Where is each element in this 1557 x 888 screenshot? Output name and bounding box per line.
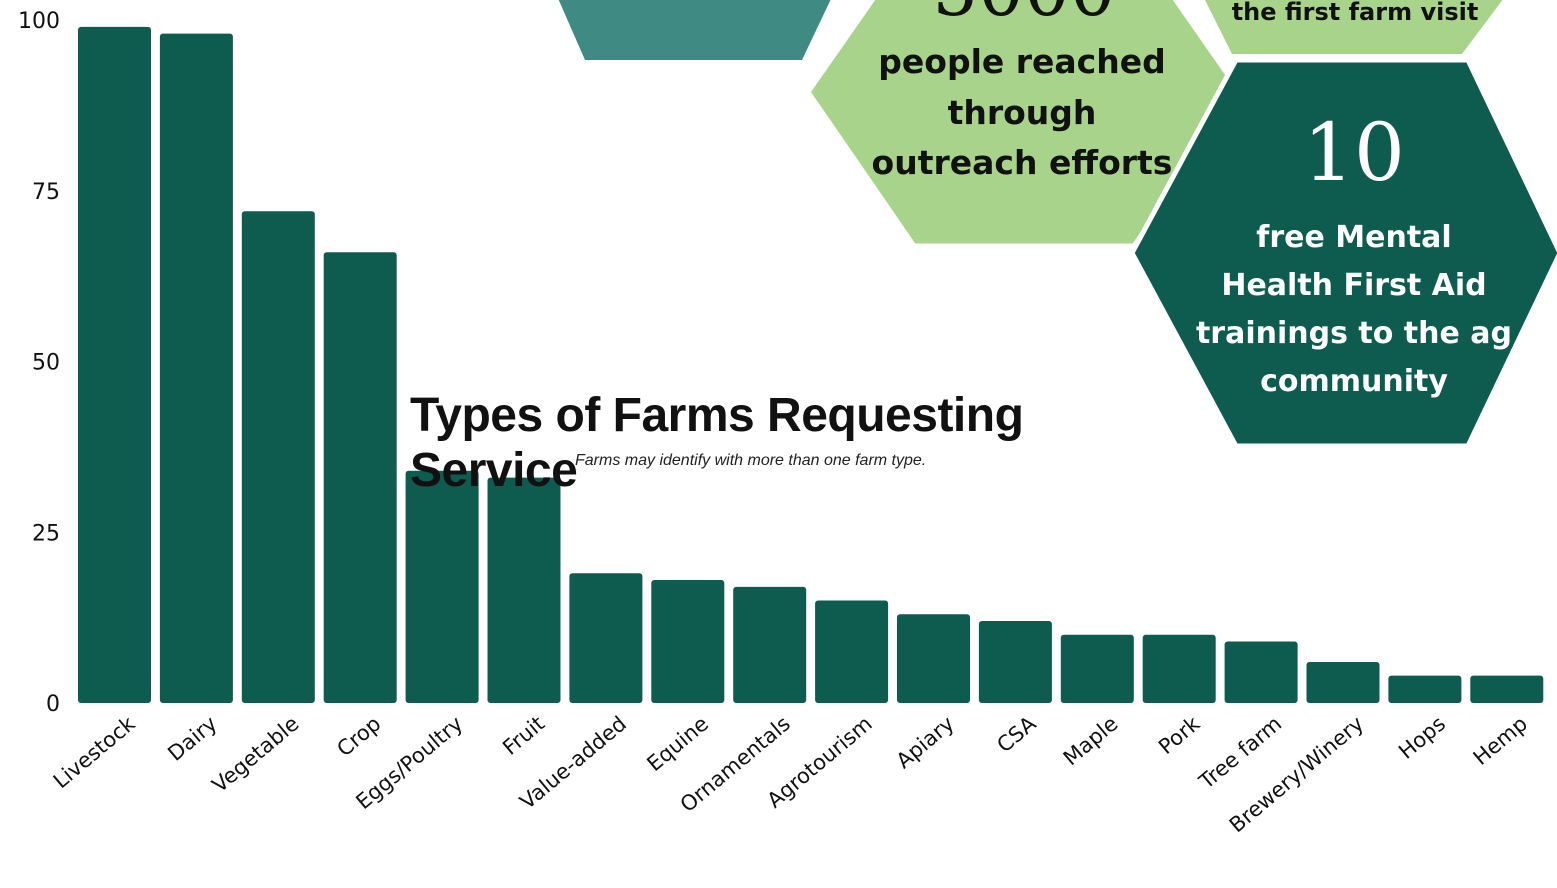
x-tick-label: Fruit [498, 711, 549, 759]
chart-subtitle: Farms may identify with more than one fa… [575, 452, 927, 469]
x-tick-label: Crop [332, 711, 385, 761]
reached-label-2: through [947, 93, 1097, 132]
trainings-label-1: free Mental [1256, 220, 1452, 255]
x-tick-label: Dairy [163, 711, 221, 765]
x-tick-label: Maple [1059, 711, 1123, 770]
trainings-hexagon: 10 free Mental Health First Aid training… [1128, 58, 1557, 450]
bar [78, 26, 151, 703]
trainings-label-3: trainings to the ag [1195, 316, 1513, 351]
trainings-label-4: community [1260, 364, 1448, 399]
bar [651, 580, 725, 703]
x-tick-label: Pork [1154, 711, 1205, 759]
y-tick-label: 0 [46, 692, 60, 717]
y-tick-label: 100 [18, 9, 60, 34]
bar [569, 573, 643, 703]
x-tick-label: Apiary [892, 711, 959, 773]
bar [159, 33, 233, 704]
chart-title: Types of Farms Requesting Service [410, 389, 1024, 497]
farm-visit-label: the first farm visit [1231, 0, 1479, 26]
bar [897, 614, 970, 703]
chart-bars [78, 26, 1544, 704]
bar [1224, 641, 1298, 703]
x-tick-label: Livestock [49, 711, 141, 793]
reached-hexagon-shape [804, 0, 1244, 246]
x-tick-label: Vegetable [208, 711, 304, 797]
y-axis-ticks: 0 25 50 75 100 [18, 9, 60, 717]
reached-number: 5000 [804, 0, 1244, 26]
bar [1060, 634, 1134, 703]
bar [405, 470, 479, 703]
trainings-number: 10 [1303, 106, 1405, 199]
bar [323, 252, 397, 703]
bar [978, 621, 1052, 703]
farm-visit-hexagon-shape [1205, 0, 1503, 54]
trainings-hexagon-shape [1129, 58, 1557, 449]
bar [241, 211, 315, 704]
y-tick-label: 75 [32, 180, 60, 205]
bar [1142, 634, 1216, 703]
x-tick-label: Equine [642, 711, 713, 776]
bar [1388, 675, 1462, 703]
x-tick-label: Hops [1394, 711, 1450, 763]
y-tick-label: 25 [32, 521, 60, 546]
x-tick-label: Brewery/Winery [1225, 711, 1368, 837]
reached-label-3: outreach efforts [871, 143, 1173, 182]
x-tick-label: CSA [992, 711, 1041, 757]
x-tick-label: Hemp [1469, 711, 1532, 770]
teal-hexagon-shape [558, 0, 831, 60]
trainings-label-2: Health First Aid [1221, 268, 1487, 303]
bar [733, 586, 807, 703]
bar [487, 477, 561, 703]
bar [1306, 662, 1380, 703]
reached-label-1: people reached [878, 42, 1166, 81]
bar [815, 600, 889, 703]
teal-hexagon [550, 0, 840, 62]
reached-hexagon: 5000 people reached through outreach eff… [804, 0, 1244, 246]
y-tick-label: 50 [32, 351, 60, 376]
farm-visit-hexagon: the first farm visit [1200, 0, 1510, 56]
bar [1470, 675, 1544, 703]
